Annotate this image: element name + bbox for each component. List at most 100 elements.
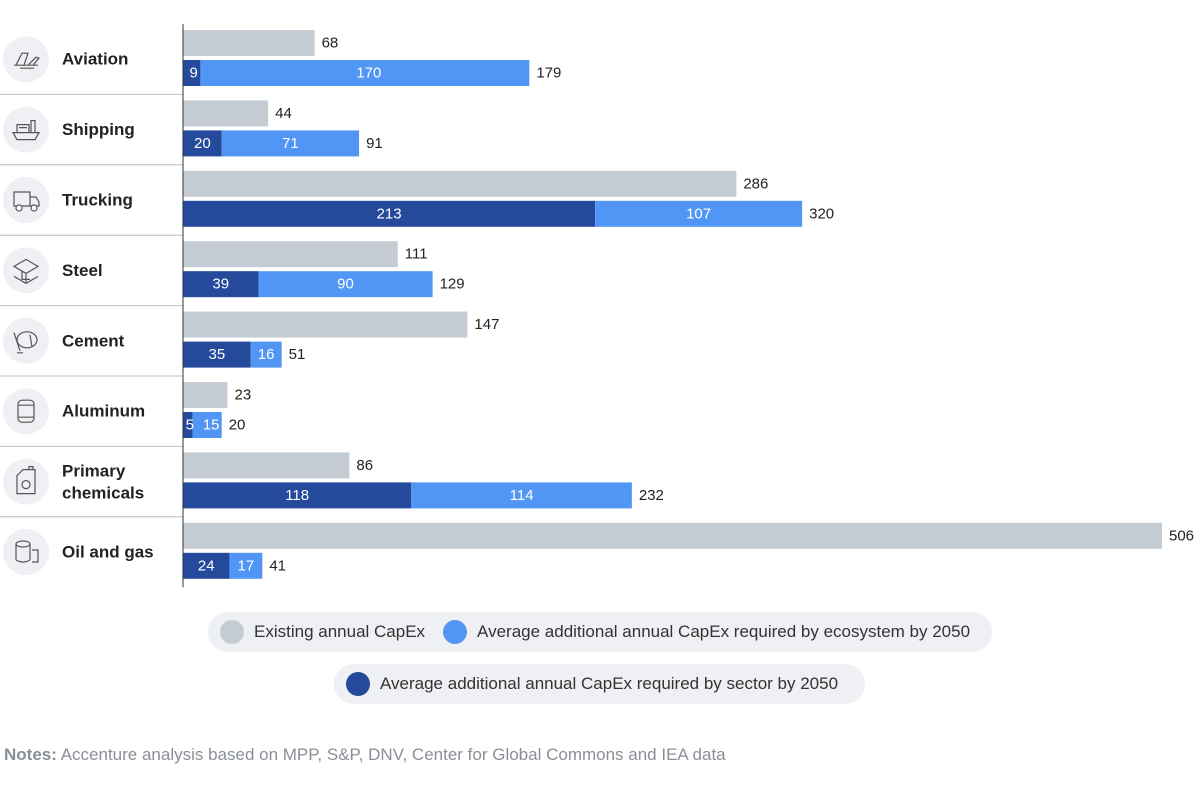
- value-label-sector-trucking: 213: [377, 205, 402, 222]
- legend-item-existing: Existing annual CapEx: [220, 620, 425, 644]
- value-label-ecosystem-oil-and-gas: 17: [238, 557, 255, 574]
- oil-barrel-icon-body: [15, 544, 39, 563]
- chemical-container-icon-body: [16, 466, 36, 495]
- value-label-existing-cement: 147: [474, 316, 499, 333]
- value-label-sector-primary-chemicals: 118: [285, 487, 309, 504]
- value-label-existing-trucking: 286: [743, 175, 768, 192]
- value-label-ecosystem-aluminum: 15: [203, 417, 220, 434]
- value-label-sector-oil-and-gas: 24: [198, 557, 215, 574]
- can-icon-bg: [3, 388, 49, 435]
- value-label-ecosystem-steel: 90: [337, 276, 354, 293]
- bar-ecosystem-trucking: [595, 200, 803, 227]
- bar-existing-shipping: [183, 100, 269, 127]
- category-label-aluminum: Aluminum: [62, 402, 145, 421]
- bar-sector-oil-and-gas: [183, 552, 230, 579]
- value-label-ecosystem-shipping: 71: [282, 135, 299, 152]
- bar-existing-trucking: [183, 170, 737, 197]
- legend-label-sector: Average additional annual CapEx required…: [380, 674, 839, 693]
- value-label-total-oil-and-gas: 41: [269, 557, 286, 574]
- bar-ecosystem-aviation: [200, 60, 530, 86]
- oil-barrel-icon: [3, 529, 49, 575]
- bar-sector-steel: [183, 271, 259, 298]
- category-label-primary-chemicals: Primary chemicals: [62, 461, 144, 502]
- airplane-icon: [3, 36, 49, 83]
- value-label-sector-cement: 35: [209, 346, 226, 363]
- bar-existing-cement: [183, 311, 468, 338]
- category-label-oil-and-gas: Oil and gas: [62, 543, 154, 562]
- ship-icon-lines: [11, 120, 41, 141]
- value-label-sector-shipping: 20: [194, 135, 211, 152]
- bar-existing-primary-chemicals: [183, 452, 350, 479]
- value-label-sector-aviation: 9: [190, 65, 198, 82]
- value-label-total-aluminum: 20: [229, 417, 246, 434]
- bar-sector-primary-chemicals: [183, 482, 412, 509]
- ship-icon-bg: [3, 106, 49, 153]
- truck-icon-wheel-rear: [15, 204, 23, 212]
- truck-icon-bg: [3, 177, 49, 223]
- steel-beam-icon-lines: [12, 258, 40, 285]
- value-label-ecosystem-cement: 16: [258, 346, 275, 363]
- value-label-existing-steel: 111: [405, 246, 428, 263]
- bar-ecosystem-oil-and-gas: [229, 552, 263, 579]
- chemical-container-icon-bg: [3, 458, 49, 505]
- value-label-existing-aviation: 68: [322, 35, 339, 52]
- value-label-total-steel: 129: [440, 276, 465, 293]
- notes-label: Notes:: [4, 745, 57, 764]
- legend-row-1: Existing annual CapEx Average additional…: [208, 612, 992, 652]
- chemical-container-icon-mark: [21, 480, 31, 490]
- chemical-container-icon: [3, 458, 49, 505]
- oil-barrel-icon-bg: [3, 529, 49, 575]
- legend-swatch-ecosystem: [443, 620, 468, 644]
- airplane-icon-lines: [14, 52, 41, 69]
- bar-sector-trucking: [183, 200, 596, 227]
- value-label-total-cement: 51: [289, 346, 306, 363]
- category-label-trucking: Trucking: [62, 191, 133, 210]
- value-label-total-trucking: 320: [809, 205, 834, 222]
- value-label-sector-aluminum: 5: [186, 417, 194, 434]
- bar-existing-steel: [183, 241, 398, 268]
- legend-row-2: Average additional annual CapEx required…: [334, 664, 865, 704]
- steel-beam-icon: [3, 247, 49, 294]
- value-label-existing-oil-and-gas: 506: [1169, 527, 1194, 544]
- value-label-ecosystem-trucking: 107: [686, 205, 711, 222]
- cement-mixer-icon-frame: [13, 332, 33, 354]
- bar-ecosystem-primary-chemicals: [411, 482, 632, 509]
- bar-ecosystem-aluminum: [192, 412, 222, 438]
- bar-ecosystem-steel: [258, 271, 433, 298]
- legend-label-ecosystem: Average additional annual CapEx required…: [477, 622, 971, 641]
- category-label-aviation: Aviation: [62, 50, 128, 69]
- value-label-ecosystem-aviation: 170: [356, 65, 381, 82]
- steel-beam-icon-bg: [3, 247, 49, 294]
- value-label-existing-shipping: 44: [275, 105, 292, 122]
- bar-sector-aviation: [183, 60, 201, 86]
- legend-item-ecosystem: Average additional annual CapEx required…: [443, 620, 970, 644]
- value-label-existing-primary-chemicals: 86: [356, 457, 373, 474]
- ship-icon: [3, 106, 49, 153]
- bar-chart: Aviation 68 9 170 179 Shipping 44 20 71 91 Truckin…: [0, 24, 1194, 588]
- bar-ecosystem-shipping: [221, 130, 360, 157]
- cement-mixer-icon-bg: [3, 317, 49, 364]
- can-icon: [3, 388, 49, 435]
- cement-mixer-icon: [3, 317, 49, 364]
- value-label-existing-aluminum: 23: [235, 387, 252, 404]
- value-label-sector-steel: 39: [212, 276, 229, 293]
- bar-existing-aluminum: [183, 382, 228, 408]
- value-label-ecosystem-primary-chemicals: 114: [510, 487, 534, 504]
- category-label-steel: Steel: [62, 261, 103, 280]
- truck-icon-wheel-front: [30, 204, 38, 212]
- legend-item-sector: Average additional annual CapEx required…: [346, 672, 838, 696]
- legend-swatch-existing: [220, 620, 244, 644]
- bar-sector-shipping: [183, 130, 222, 157]
- value-label-total-aviation: 179: [536, 65, 561, 82]
- notes: Notes: Accenture analysis based on MPP, …: [4, 745, 726, 765]
- value-label-total-shipping: 91: [366, 135, 383, 152]
- legend-swatch-sector: [346, 672, 370, 696]
- legend-label-existing: Existing annual CapEx: [254, 622, 426, 641]
- can-icon-body: [17, 399, 35, 423]
- value-label-total-primary-chemicals: 232: [639, 487, 664, 504]
- bar-sector-aluminum: [183, 412, 193, 438]
- bar-ecosystem-cement: [250, 341, 282, 368]
- truck-icon: [3, 177, 49, 223]
- bar-existing-aviation: [183, 30, 315, 56]
- category-label-shipping: Shipping: [62, 120, 135, 139]
